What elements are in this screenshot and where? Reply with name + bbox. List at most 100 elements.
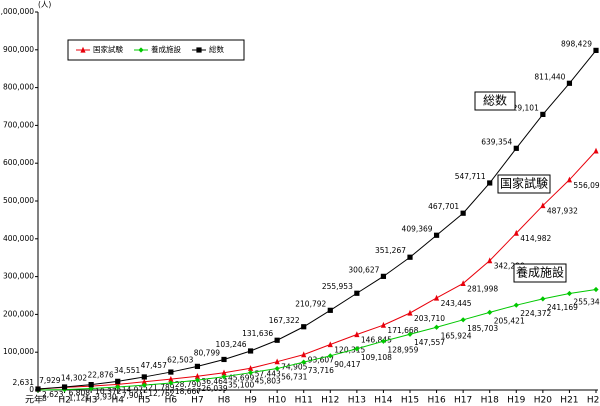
marker (61, 384, 68, 390)
data-label: 45,699 (228, 374, 254, 383)
marker (141, 378, 147, 385)
legend-label: 国家試験 (93, 44, 123, 54)
data-label: 34,551 (114, 366, 140, 375)
data-label: 1,121 (69, 394, 91, 403)
data-label: 10,372 (95, 387, 121, 396)
data-label: 8 (42, 394, 47, 403)
marker (566, 80, 573, 86)
data-label: 255,343 (573, 297, 600, 306)
marker (221, 374, 227, 380)
marker (196, 47, 202, 53)
marker (221, 356, 227, 363)
data-label: 185,703 (467, 324, 498, 333)
data-label: 556,097 (573, 181, 600, 190)
y-tick-label: 1,000,000 (0, 7, 34, 16)
data-label: 80,799 (194, 348, 220, 357)
data-label: 18,667 (175, 387, 201, 396)
x-tick-label: H18 (481, 396, 499, 406)
x-tick-label: H5 (138, 396, 151, 406)
x-tick-label: H4 (111, 396, 124, 406)
marker (168, 369, 174, 375)
marker (566, 176, 573, 183)
x-tick-label: H20 (534, 396, 552, 406)
marker (460, 210, 466, 216)
x-tick-label: H14 (374, 396, 392, 406)
legend: 国家試験 養成施設 総数 (67, 39, 245, 61)
marker (327, 341, 333, 348)
marker (274, 358, 280, 365)
marker (460, 280, 466, 287)
data-label: 205,421 (494, 316, 525, 325)
y-tick-label: 200,000 (3, 309, 34, 318)
data-label: 21,789 (148, 383, 174, 392)
y-axis-label: (人) (38, 0, 51, 9)
data-label: 414,982 (520, 234, 551, 243)
x-tick-label: H8 (218, 396, 231, 406)
data-label: 255,953 (322, 282, 353, 291)
marker (327, 353, 333, 359)
x-tick-label: 元年 (25, 394, 43, 406)
data-label: 62,503 (167, 355, 193, 364)
data-label: 146,845 (361, 335, 392, 344)
marker (88, 381, 94, 388)
marker (407, 309, 413, 316)
marker (274, 337, 280, 343)
x-tick-label: H19 (507, 396, 525, 406)
y-tick-label: 700,000 (3, 120, 34, 129)
data-label: 14,302 (61, 374, 87, 383)
marker (566, 290, 573, 297)
data-label: 103,246 (216, 340, 247, 349)
data-label: 22,876 (87, 370, 113, 379)
x-tick-label: H12 (321, 396, 339, 406)
series-line (37, 289, 597, 391)
data-label: 2,623 (42, 390, 64, 399)
data-label: 6,808 (69, 388, 91, 397)
marker (194, 373, 201, 379)
marker (407, 254, 413, 260)
data-label: 811,440 (534, 72, 565, 81)
data-label: 47,457 (141, 361, 167, 370)
marker (593, 147, 599, 154)
marker (433, 294, 440, 301)
marker (115, 381, 121, 387)
marker (301, 359, 307, 365)
y-tick-label: 800,000 (3, 83, 34, 92)
marker (433, 232, 440, 238)
data-label: 351,267 (375, 246, 406, 255)
y-tick-label: 500,000 (3, 196, 34, 205)
marker (593, 286, 599, 293)
data-label: 28,790 (175, 380, 201, 389)
data-label: 109,108 (361, 353, 392, 362)
data-label: 93,607 (308, 356, 334, 365)
x-tick-label: H15 (401, 396, 419, 406)
marker (487, 257, 493, 264)
y-tick-label: 100,000 (3, 347, 34, 356)
marker (194, 363, 201, 369)
marker (354, 346, 360, 352)
legend-label: 養成施設 (151, 44, 181, 54)
x-tick-label: H7 (191, 396, 204, 406)
y-tick-label: 300,000 (3, 272, 34, 281)
y-tick-label: 0 (29, 385, 34, 394)
marker (115, 378, 121, 384)
data-label: 729,101 (508, 103, 539, 112)
x-tick-label: H13 (348, 396, 366, 406)
data-label: 409,369 (402, 224, 433, 233)
marker (513, 229, 519, 236)
annotation-box (513, 263, 567, 283)
marker (194, 377, 201, 383)
data-label: 36,464 (201, 377, 227, 386)
marker (247, 370, 254, 376)
marker (80, 46, 86, 53)
data-label: 171,668 (387, 326, 418, 335)
x-tick-label: H6 (165, 396, 178, 406)
data-label: 147,557 (414, 338, 445, 347)
data-label: 12,762 (148, 389, 174, 398)
x-tick-label: H3 (85, 396, 98, 406)
x-tick-label: H2 (58, 396, 71, 406)
data-label: 898,429 (561, 39, 592, 48)
marker (540, 202, 546, 209)
data-label: 165,924 (441, 331, 472, 340)
x-tick-label: H17 (454, 396, 472, 406)
